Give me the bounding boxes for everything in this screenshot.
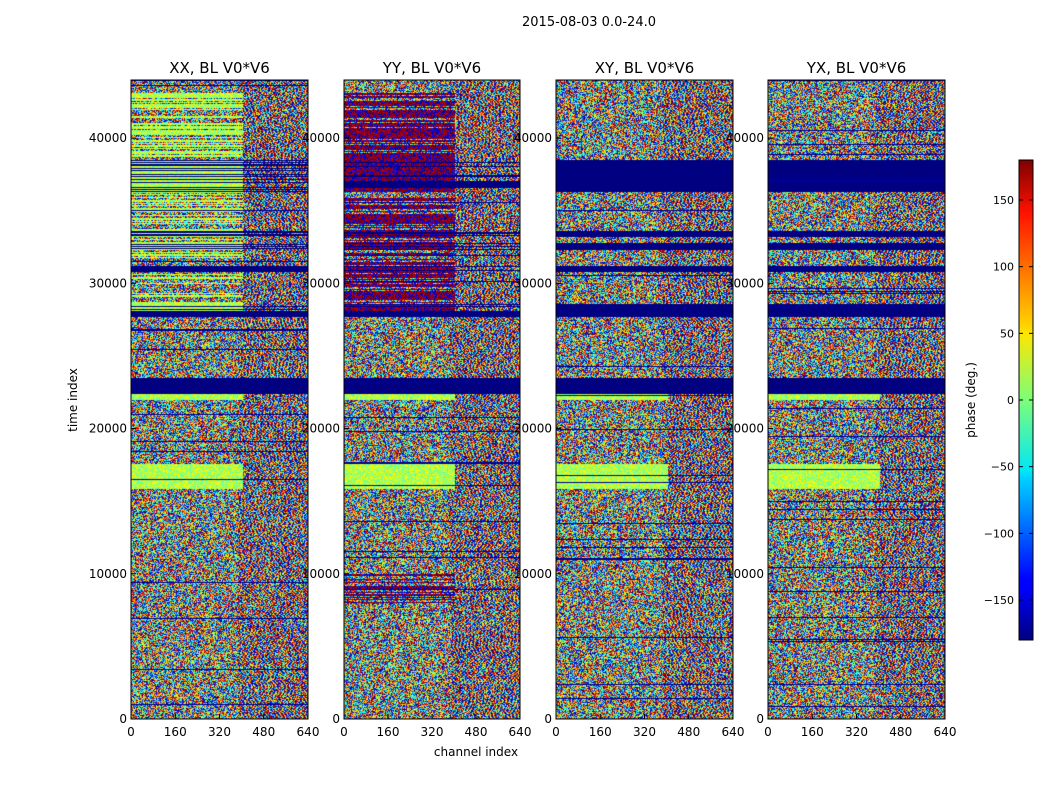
figure-suptitle: 2015-08-03 0.0-24.0	[522, 15, 656, 30]
x-tick-label: 0	[552, 725, 560, 739]
x-tick-label: 480	[252, 725, 275, 739]
y-tick-label: 40000	[726, 131, 764, 145]
x-tick-label: 480	[677, 725, 700, 739]
y-tick-label: 40000	[89, 131, 127, 145]
x-tick-label: 320	[208, 725, 231, 739]
x-tick-label: 0	[127, 725, 135, 739]
y-tick-label: 30000	[726, 276, 764, 290]
heatmap-image	[131, 80, 308, 719]
y-tick-label: 0	[756, 712, 764, 726]
y-tick-label: 40000	[514, 131, 552, 145]
y-tick-label: 10000	[89, 567, 127, 581]
panel-2: YY, BL V0*V6 0 160 320 480 640 0 10000 20000 3000…	[302, 59, 532, 739]
panel-title: XY, BL V0*V6	[595, 59, 695, 77]
x-tick-label: 640	[297, 725, 320, 739]
x-tick-label: 0	[764, 725, 772, 739]
x-tick-label: 480	[465, 725, 488, 739]
y-tick-label: 20000	[514, 422, 552, 436]
heatmap-image	[556, 80, 733, 719]
panel-1: XX, BL V0*V6 0 160 320 480 640 0 10000 20000 3000…	[89, 59, 320, 739]
panel-title: XX, BL V0*V6	[169, 59, 270, 77]
y-tick-label: 20000	[302, 422, 340, 436]
heatmap-image	[344, 80, 520, 719]
panel-title: YX, BL V0*V6	[806, 59, 907, 77]
x-tick-label: 320	[845, 725, 868, 739]
x-tick-label: 160	[589, 725, 612, 739]
x-tick-label: 0	[340, 725, 348, 739]
colorbar: 150 100 50 0 −50 −100 −150 phase (deg.)	[964, 159, 1034, 641]
x-axis-label: channel index	[434, 745, 518, 759]
colorbar-label: phase (deg.)	[964, 362, 978, 438]
y-tick-label: 10000	[514, 567, 552, 581]
y-tick-label: 30000	[514, 276, 552, 290]
colorbar-tick-label: 50	[1000, 327, 1014, 340]
panel-title: YY, BL V0*V6	[382, 59, 481, 77]
colorbar-ticks: 150 100 50 0 −50 −100 −150	[984, 194, 1033, 607]
y-tick-label: 20000	[726, 422, 764, 436]
x-tick-label: 640	[934, 725, 957, 739]
y-tick-label: 20000	[89, 422, 127, 436]
y-tick-label: 30000	[302, 276, 340, 290]
panel-4: YX, BL V0*V6 0 160 320 480 640 0 10000 20000 3000…	[726, 59, 957, 739]
y-tick-label: 40000	[302, 131, 340, 145]
x-tick-label: 320	[421, 725, 444, 739]
heatmap-image	[768, 80, 945, 719]
y-tick-label: 10000	[302, 567, 340, 581]
x-tick-label: 160	[801, 725, 824, 739]
colorbar-tick-label: 100	[993, 261, 1014, 274]
x-tick-label: 640	[722, 725, 745, 739]
y-tick-label: 0	[332, 712, 340, 726]
y-tick-label: 30000	[89, 276, 127, 290]
panel-3: XY, BL V0*V6 0 160 320 480 640 0 10000 20000 3000…	[514, 59, 745, 739]
x-tick-label: 160	[377, 725, 400, 739]
y-tick-label: 0	[119, 712, 127, 726]
y-tick-label: 0	[544, 712, 552, 726]
x-tick-label: 480	[889, 725, 912, 739]
x-tick-label: 320	[633, 725, 656, 739]
y-tick-label: 10000	[726, 567, 764, 581]
x-tick-label: 160	[164, 725, 187, 739]
panels: XX, BL V0*V6 0 160 320 480 640 0 10000 20000 3000…	[89, 59, 957, 739]
colorbar-tick-label: 0	[1007, 394, 1014, 407]
x-tick-label: 640	[509, 725, 532, 739]
y-axis-label: time index	[66, 368, 80, 432]
colorbar-tick-label: −100	[984, 527, 1014, 540]
colorbar-tick-label: −150	[984, 594, 1014, 607]
colorbar-tick-label: −50	[991, 461, 1014, 474]
colorbar-tick-label: 150	[993, 194, 1014, 207]
